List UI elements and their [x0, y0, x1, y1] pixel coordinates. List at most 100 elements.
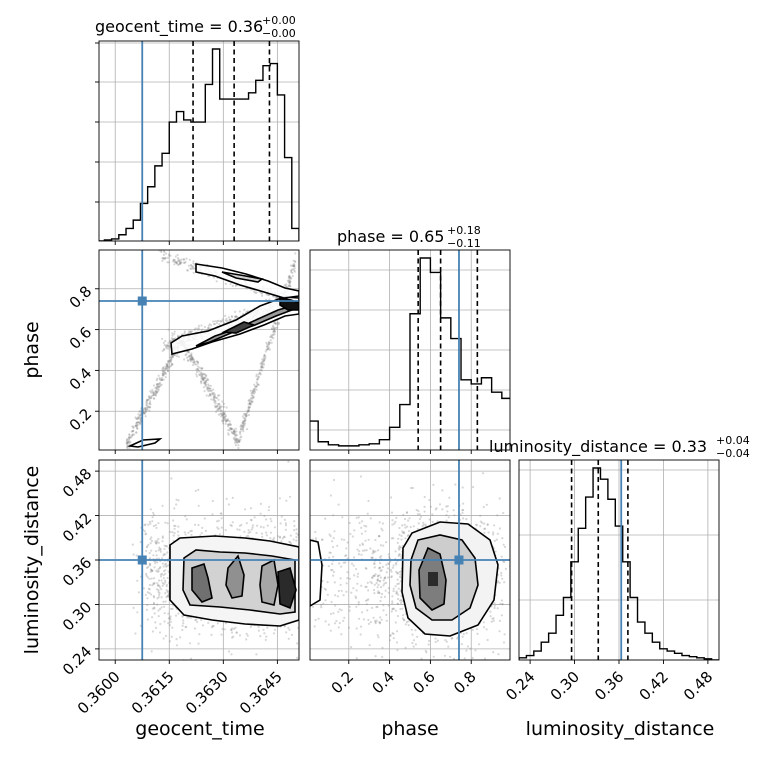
sample-point: [431, 513, 434, 516]
panel-luminosity-distance-vs-geocent-time: 0.3600 0.3615 0.3630 0.36450.240.300.360.42…: [59, 459, 308, 718]
sample-point: [126, 443, 129, 447]
sample-point: [213, 401, 216, 404]
sample-point: [272, 331, 275, 334]
sample-point: [273, 327, 276, 330]
sample-point: [202, 373, 206, 376]
sample-point: [497, 653, 500, 656]
sample-point: [156, 539, 159, 542]
sample-point: [132, 553, 135, 556]
sample-point: [236, 441, 239, 444]
sample-point: [232, 436, 235, 439]
sample-point: [172, 260, 175, 263]
sample-point: [241, 422, 244, 425]
sample-point: [333, 622, 337, 625]
sample-point: [136, 423, 139, 427]
sample-point: [314, 618, 317, 622]
sample-point: [396, 582, 399, 586]
sample-point: [501, 537, 504, 540]
sample-point: [146, 407, 149, 410]
sample-point: [412, 525, 415, 528]
sample-point: [220, 412, 223, 415]
sample-point: [255, 381, 258, 384]
sample-point: [173, 330, 176, 333]
sample-point: [500, 666, 502, 668]
sample-point: [144, 410, 148, 413]
sample-point: [530, 574, 532, 576]
sample-point: [435, 507, 438, 510]
xlabel-luminosity-distance: luminosity_distance: [526, 718, 715, 740]
sample-point: [491, 617, 494, 620]
sample-point: [220, 517, 223, 520]
sample-point: [493, 602, 496, 605]
sample-point: [194, 489, 197, 492]
sample-point: [373, 562, 376, 565]
sample-point: [145, 546, 148, 549]
sample-point: [187, 264, 190, 267]
sample-point: [395, 591, 398, 595]
sample-point: [461, 509, 464, 512]
sample-point: [460, 643, 463, 646]
sample-point: [186, 359, 190, 362]
sample-point: [230, 427, 233, 430]
sample-point: [143, 411, 146, 414]
sample-point: [197, 328, 200, 331]
sample-point: [256, 524, 259, 527]
sample-point: [144, 410, 148, 413]
sample-point: [167, 370, 170, 373]
sample-point: [173, 353, 176, 357]
sample-point: [146, 591, 149, 594]
sample-point: [288, 285, 292, 288]
sample-point: [165, 596, 168, 599]
sample-point: [178, 260, 181, 263]
sample-point: [200, 324, 203, 327]
sample-point: [289, 534, 292, 537]
x-tick-label-luminosity-distance: 0.24: [502, 668, 538, 704]
sample-point: [398, 553, 401, 556]
sample-point: [149, 522, 152, 525]
sample-point: [183, 358, 186, 361]
sample-point: [230, 427, 233, 430]
sample-point: [208, 389, 211, 392]
sample-point: [234, 427, 237, 430]
sample-point: [197, 362, 200, 365]
sample-point: [171, 354, 174, 358]
sample-point: [164, 371, 167, 374]
sample-point: [482, 626, 486, 629]
contour-inner-right: [259, 558, 279, 606]
sample-point: [147, 405, 151, 409]
sample-point: [182, 258, 186, 261]
sample-point: [294, 260, 297, 263]
sample-point: [215, 321, 219, 325]
sample-point: [197, 369, 200, 372]
sample-point: [477, 643, 481, 646]
sample-point: [160, 376, 163, 380]
sample-point: [166, 261, 169, 264]
sample-point: [231, 432, 234, 435]
sample-point: [155, 554, 158, 557]
sample-point: [289, 280, 292, 283]
sample-point: [363, 549, 366, 552]
sample-point: [251, 524, 254, 527]
sample-point: [404, 623, 407, 626]
sample-point: [373, 592, 376, 595]
sample-point: [219, 512, 222, 515]
sample-point: [165, 585, 168, 588]
sample-point: [383, 577, 386, 580]
sample-point: [157, 374, 160, 377]
sample-point: [237, 440, 240, 443]
sample-point: [306, 531, 308, 533]
sample-point: [207, 328, 210, 331]
sample-point: [245, 535, 248, 538]
sample-point: [152, 513, 155, 516]
sample-point: [127, 440, 130, 443]
sample-point: [220, 320, 223, 323]
sample-point: [185, 518, 188, 521]
sample-point: [166, 363, 169, 366]
sample-point: [126, 441, 129, 444]
sample-point: [411, 641, 414, 645]
sample-point: [348, 577, 352, 580]
sample-point: [158, 377, 161, 380]
sample-point: [471, 656, 474, 660]
sample-point: [208, 384, 211, 387]
sample-point: [192, 262, 195, 265]
